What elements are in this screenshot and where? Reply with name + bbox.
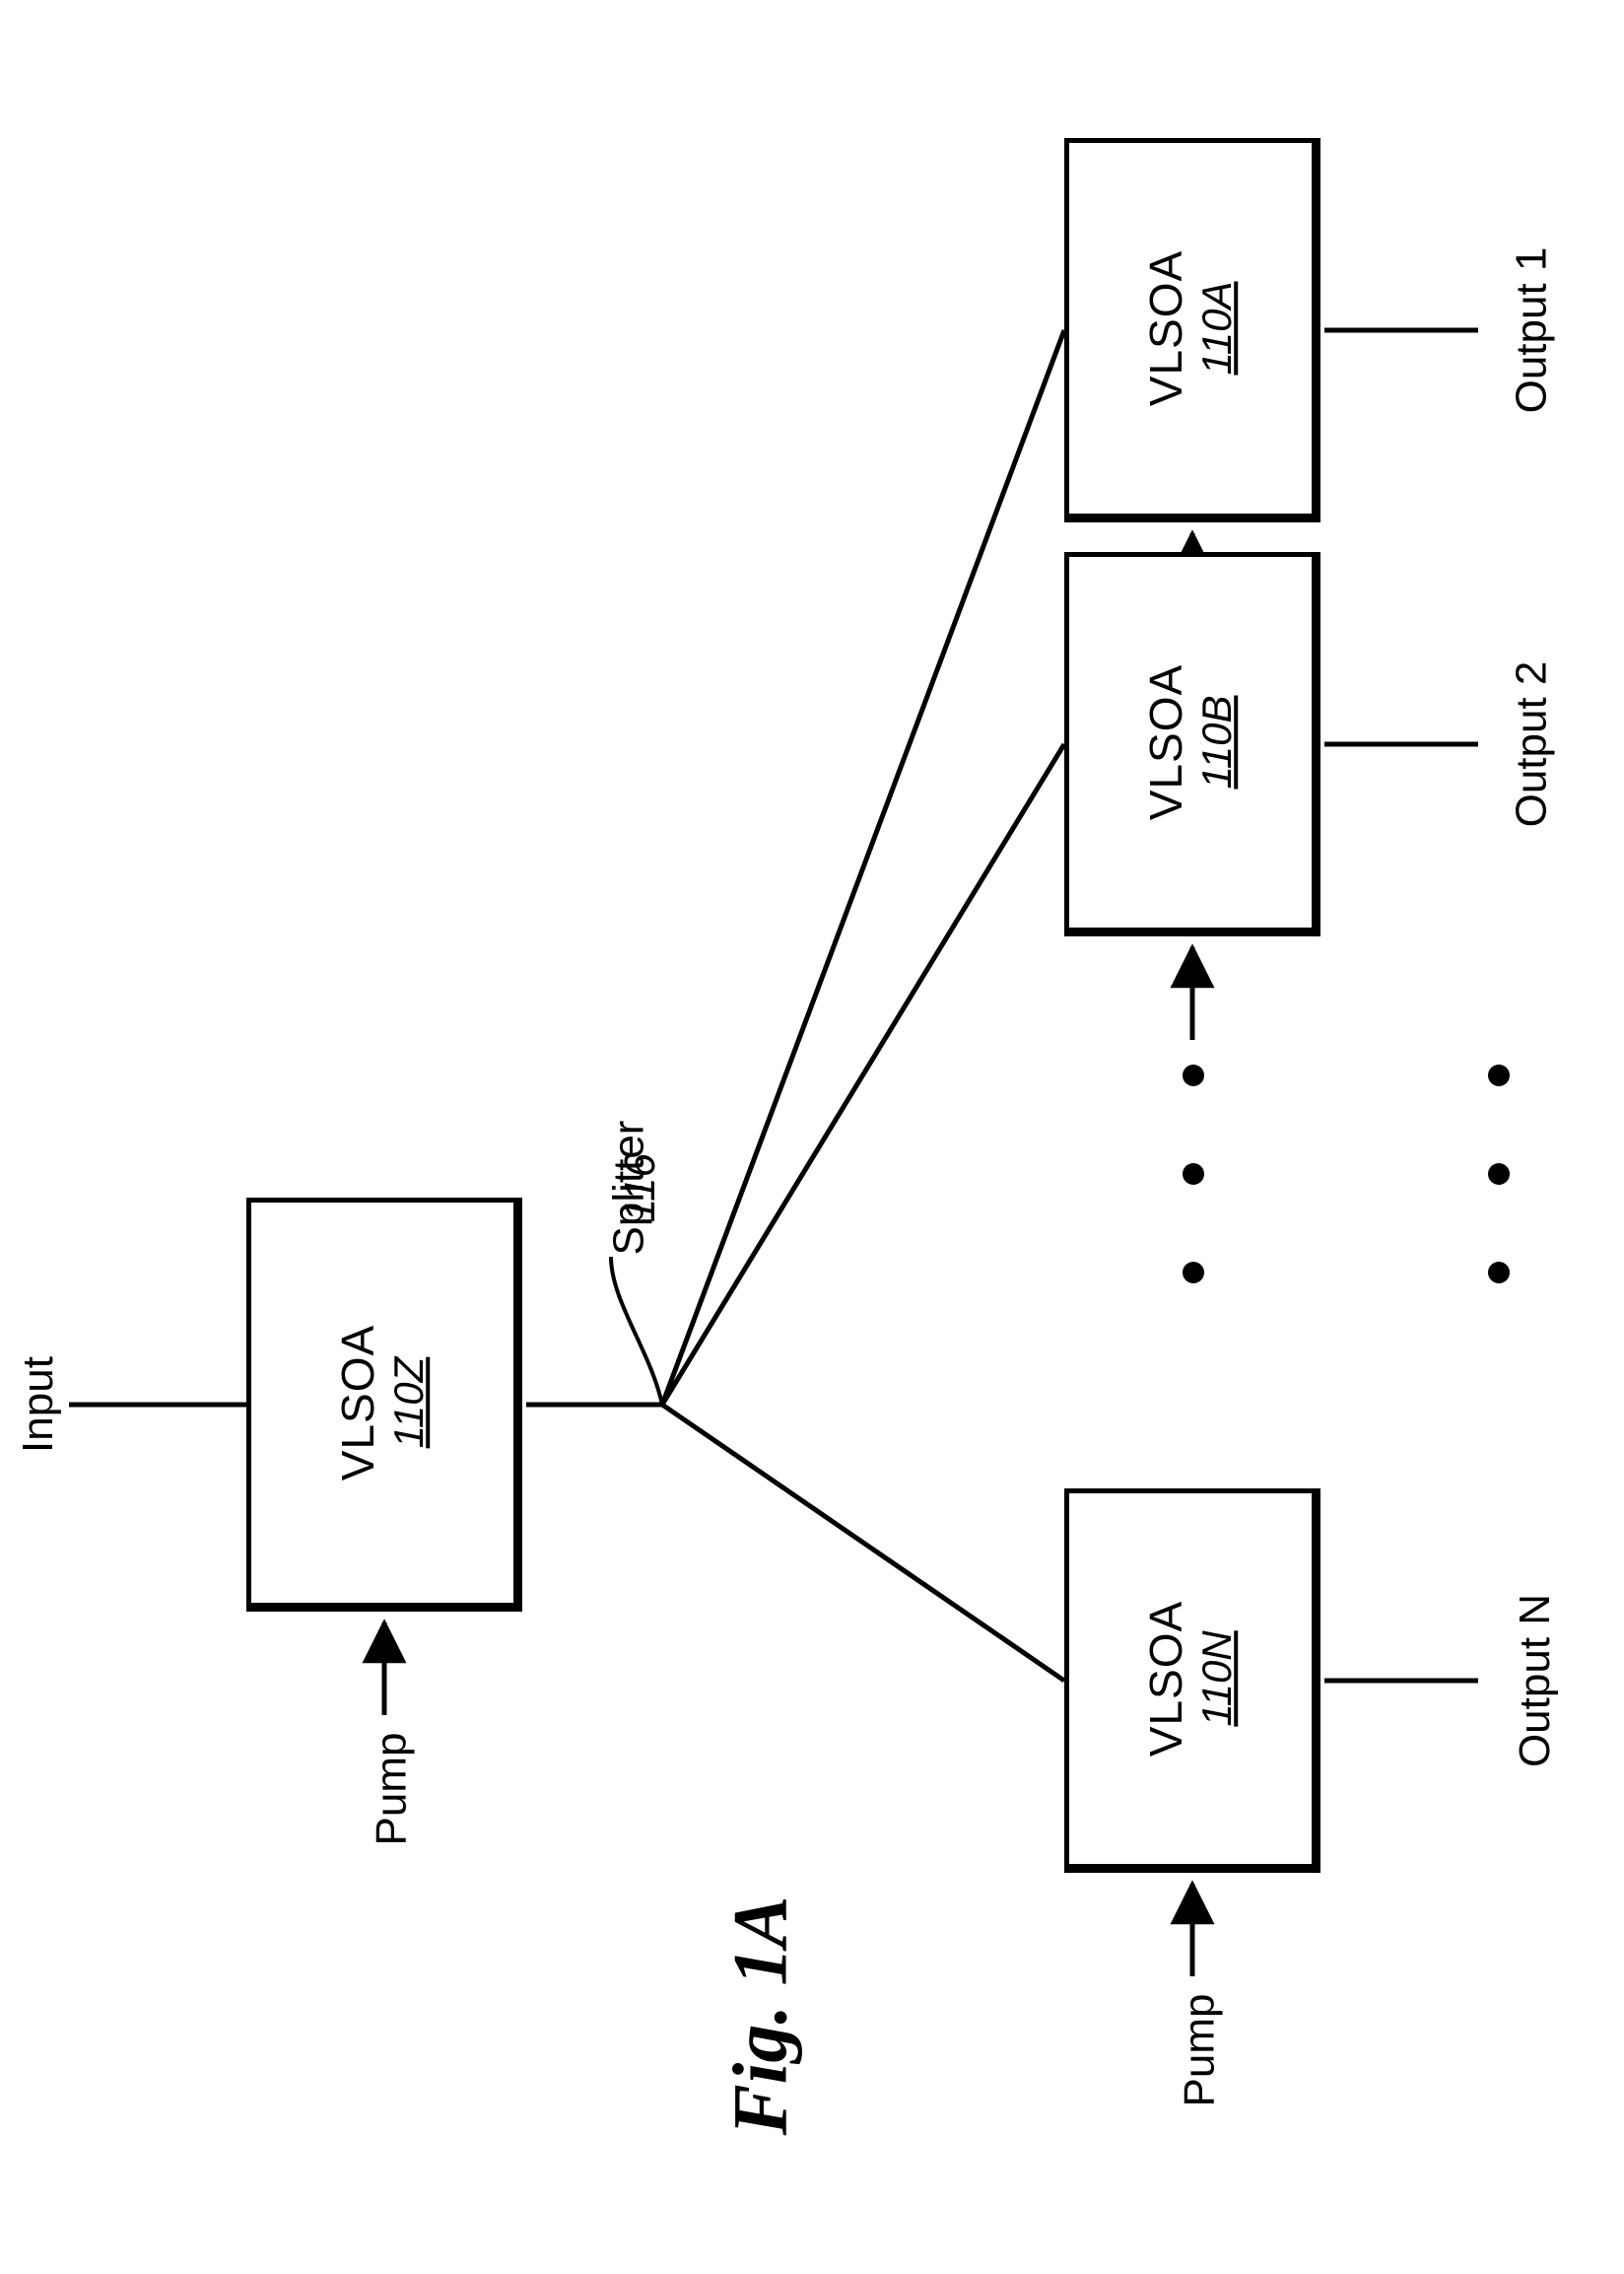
block-vlsoa-a: VLSOA 110A — [1064, 138, 1320, 522]
block-inner: VLSOA 110A — [1139, 250, 1242, 406]
block-inner: VLSOA 110B — [1139, 664, 1242, 820]
diagram-stage: VLSOA 110Z VLSOA 110A VLSOA 110B VLSOA 1… — [0, 0, 1624, 2274]
input-label: Input — [14, 1356, 63, 1453]
wiring-svg — [0, 0, 1624, 2274]
output2-label: Output 2 — [1507, 661, 1556, 828]
pump-label-z: Pump — [367, 1733, 416, 1846]
ellipsis-dot — [1183, 1163, 1204, 1185]
block-title: VLSOA — [1140, 1601, 1191, 1757]
outputn-label: Output N — [1511, 1594, 1560, 1767]
block-vlsoa-n: VLSOA 110N — [1064, 1488, 1320, 1873]
output1-label: Output 1 — [1507, 247, 1556, 414]
splitter-label-bottom: 116 — [616, 1153, 665, 1222]
block-title: VLSOA — [1140, 664, 1191, 820]
block-ref: 110N — [1193, 1630, 1240, 1726]
pump-label-n: Pump — [1175, 1994, 1224, 2107]
block-title: VLSOA — [1140, 250, 1191, 406]
ellipsis-dot — [1183, 1065, 1204, 1086]
ellipsis-dot — [1488, 1065, 1510, 1086]
block-ref: 110Z — [385, 1357, 432, 1449]
ellipsis-dot — [1488, 1262, 1510, 1283]
figure-caption: Fig. 1A — [715, 1896, 804, 2136]
block-inner: VLSOA 110N — [1139, 1601, 1242, 1757]
block-ref: 110A — [1193, 282, 1240, 376]
block-ref: 110B — [1193, 696, 1240, 790]
block-vlsoa-z: VLSOA 110Z — [246, 1198, 522, 1612]
ellipsis-dot — [1183, 1262, 1204, 1283]
block-vlsoa-b: VLSOA 110B — [1064, 552, 1320, 936]
block-title: VLSOA — [332, 1325, 383, 1481]
block-inner: VLSOA 110Z — [331, 1325, 434, 1481]
ellipsis-dot — [1488, 1163, 1510, 1185]
